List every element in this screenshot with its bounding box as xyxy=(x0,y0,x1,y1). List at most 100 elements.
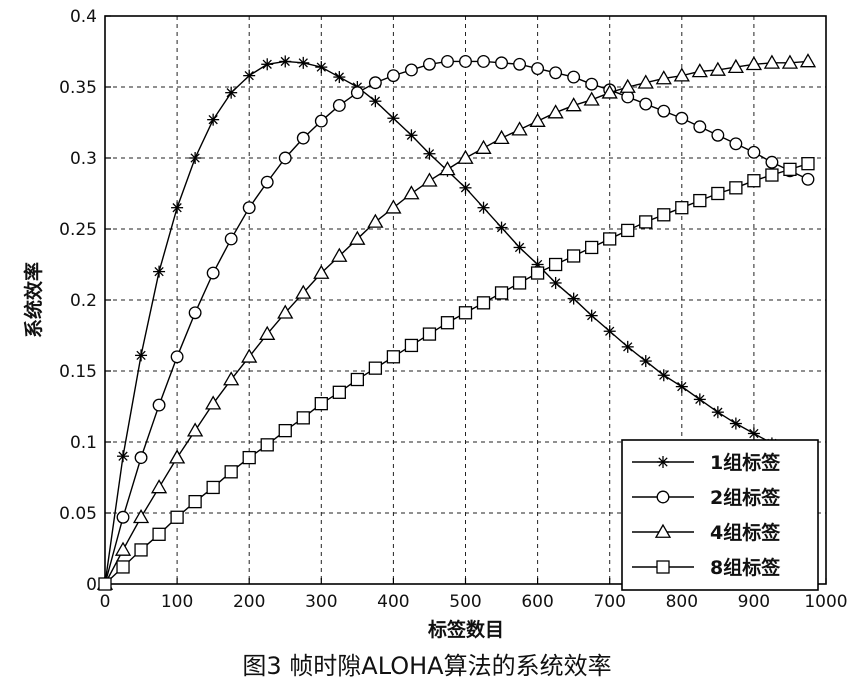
data-point xyxy=(404,63,418,77)
data-point xyxy=(477,54,490,68)
data-point xyxy=(567,249,581,263)
data-point xyxy=(548,257,563,272)
efficiency-chart: 0 100 200 300 400 500 600 700 800 900 1000 0 0.05 0.… xyxy=(22,7,848,640)
data-point xyxy=(152,527,166,541)
data-point xyxy=(711,406,724,419)
data-point xyxy=(403,185,420,200)
legend-label: 4组标签 xyxy=(710,521,781,544)
x-tick-label: 200 xyxy=(233,592,265,612)
data-point xyxy=(476,296,491,310)
data-point xyxy=(368,76,382,90)
data-point xyxy=(385,199,402,214)
series-1 xyxy=(99,55,814,590)
data-point xyxy=(763,54,781,69)
data-point xyxy=(693,193,707,208)
x-tick-label: 0 xyxy=(100,592,111,612)
data-point xyxy=(405,129,418,142)
data-point xyxy=(691,63,708,78)
y-tick-label: 0.05 xyxy=(59,504,97,524)
data-point xyxy=(242,201,256,215)
data-point xyxy=(261,58,274,71)
data-point xyxy=(331,247,348,262)
data-point xyxy=(207,113,220,126)
data-point xyxy=(781,54,799,69)
legend-item: 2组标签 xyxy=(632,486,781,509)
data-point xyxy=(513,57,527,71)
data-point xyxy=(259,325,276,340)
y-tick-label: 0.15 xyxy=(59,362,97,382)
data-point xyxy=(278,423,292,438)
series-line xyxy=(104,60,809,585)
data-point xyxy=(765,168,779,182)
data-point xyxy=(567,70,581,84)
figure-caption: 图3 帧时隙ALOHA算法的系统效率 xyxy=(242,652,612,680)
y-tick-label: 0 xyxy=(86,575,97,595)
data-point xyxy=(205,395,222,410)
data-point xyxy=(621,340,634,353)
data-point xyxy=(511,121,528,136)
data-point xyxy=(188,306,202,320)
data-point xyxy=(745,55,763,71)
data-point xyxy=(315,61,328,74)
series-3 xyxy=(96,53,817,590)
data-point xyxy=(132,508,150,524)
legend-item: 1组标签 xyxy=(632,451,781,474)
legend-label: 2组标签 xyxy=(710,486,781,509)
legend-marker xyxy=(654,523,672,538)
data-point xyxy=(135,349,148,362)
data-point xyxy=(639,215,653,229)
legend-marker xyxy=(657,456,669,468)
data-point xyxy=(457,149,474,164)
data-point xyxy=(170,510,184,524)
data-point xyxy=(493,129,510,145)
series-4 xyxy=(98,157,815,591)
data-point xyxy=(729,137,743,151)
x-tick-label: 1000 xyxy=(804,592,847,612)
data-point xyxy=(188,494,202,509)
data-point xyxy=(459,54,472,68)
data-point xyxy=(279,55,292,68)
legend-item: 8组标签 xyxy=(632,556,781,579)
data-point xyxy=(134,451,148,465)
data-point xyxy=(513,241,526,254)
data-point xyxy=(801,172,815,186)
data-point xyxy=(565,97,582,112)
data-point xyxy=(675,380,688,393)
y-tick-label: 0.2 xyxy=(70,291,97,311)
data-point xyxy=(332,385,346,399)
data-point xyxy=(350,86,364,100)
data-point xyxy=(675,111,689,125)
x-axis-title: 标签数目 xyxy=(428,618,504,640)
y-tick-label: 0.3 xyxy=(70,149,97,169)
x-tick-label: 700 xyxy=(593,592,625,612)
data-point xyxy=(152,398,166,412)
data-point xyxy=(260,438,274,452)
x-tick-label: 600 xyxy=(521,592,553,612)
legend-marker xyxy=(656,490,670,504)
data-point xyxy=(314,114,328,128)
data-point xyxy=(206,266,220,280)
data-point xyxy=(168,449,186,464)
data-point xyxy=(150,479,168,494)
data-point xyxy=(639,97,653,111)
data-point xyxy=(224,232,238,246)
legend-label: 1组标签 xyxy=(710,451,781,474)
data-point xyxy=(655,70,672,85)
data-point xyxy=(585,240,599,255)
data-point xyxy=(512,276,527,290)
data-point xyxy=(98,577,112,591)
data-point xyxy=(783,162,797,177)
data-point xyxy=(475,139,492,154)
data-point xyxy=(243,69,256,82)
series-line xyxy=(104,60,809,585)
data-point xyxy=(567,292,580,305)
data-point xyxy=(639,355,652,368)
data-point xyxy=(278,151,292,165)
data-point xyxy=(349,230,366,245)
data-point xyxy=(495,56,509,70)
data-point xyxy=(189,152,202,164)
data-point xyxy=(549,66,563,80)
data-point xyxy=(495,221,508,234)
y-tick-label: 0.35 xyxy=(59,78,97,98)
data-point xyxy=(134,543,148,557)
